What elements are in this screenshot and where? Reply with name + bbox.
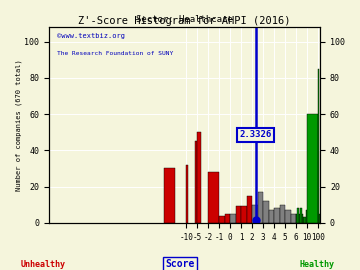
Bar: [291, 214, 296, 223]
Text: The Research Foundation of SUNY: The Research Foundation of SUNY: [57, 50, 174, 56]
Bar: [304, 217, 306, 223]
Text: Score: Score: [165, 259, 195, 269]
Bar: [303, 217, 304, 223]
Bar: [299, 214, 300, 223]
Bar: [186, 165, 189, 223]
Bar: [258, 192, 263, 223]
Bar: [318, 69, 319, 223]
Bar: [306, 210, 307, 223]
Bar: [297, 208, 299, 223]
Bar: [263, 201, 269, 223]
Bar: [280, 205, 285, 223]
Bar: [236, 207, 241, 223]
Text: Healthy: Healthy: [299, 260, 334, 269]
Text: Unhealthy: Unhealthy: [21, 260, 66, 269]
Bar: [247, 195, 252, 223]
Bar: [197, 132, 201, 223]
Bar: [300, 208, 302, 223]
Bar: [164, 168, 175, 223]
Bar: [219, 215, 225, 223]
Bar: [252, 205, 258, 223]
Bar: [274, 208, 280, 223]
Bar: [285, 210, 291, 223]
Bar: [241, 207, 247, 223]
Bar: [225, 214, 230, 223]
Text: ©www.textbiz.org: ©www.textbiz.org: [57, 33, 125, 39]
Bar: [307, 114, 318, 223]
Text: 2.3326: 2.3326: [240, 130, 272, 139]
Bar: [195, 141, 197, 223]
Bar: [230, 214, 236, 223]
Bar: [208, 172, 219, 223]
Title: Z'-Score Histogram for AHPI (2016): Z'-Score Histogram for AHPI (2016): [78, 16, 291, 26]
Bar: [269, 210, 274, 223]
Y-axis label: Number of companies (670 total): Number of companies (670 total): [15, 59, 22, 191]
Bar: [319, 214, 320, 223]
Text: Sector: Healthcare: Sector: Healthcare: [136, 15, 233, 24]
Bar: [296, 214, 297, 223]
Bar: [302, 214, 303, 223]
